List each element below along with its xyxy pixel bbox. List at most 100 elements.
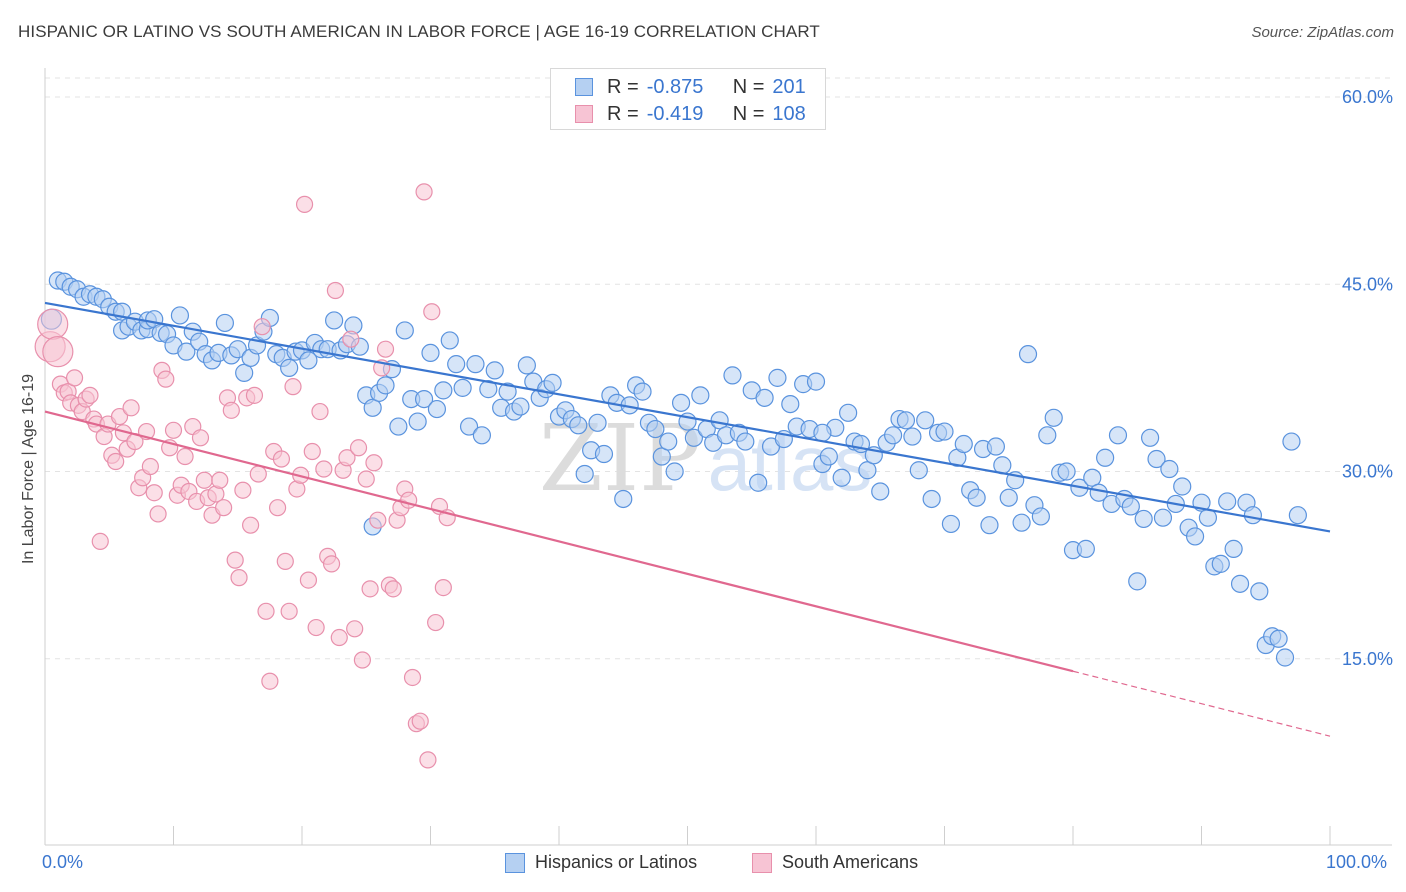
data-point [1160, 459, 1179, 479]
trend-line [44, 301, 1331, 533]
data-point [253, 318, 271, 336]
data-point [1250, 582, 1269, 601]
data-point [781, 394, 800, 414]
data-point [389, 417, 408, 436]
data-point [195, 471, 213, 489]
data-point [633, 382, 652, 401]
data-point [414, 389, 434, 409]
data-point [999, 488, 1018, 507]
data-point [1153, 508, 1173, 527]
data-point [222, 401, 240, 419]
data-point [91, 532, 109, 551]
data-point [511, 397, 530, 416]
data-point [211, 471, 229, 489]
n-value: 108 [772, 102, 806, 125]
data-point [447, 355, 466, 374]
data-point [361, 580, 379, 598]
data-point [415, 183, 433, 201]
data-point [941, 514, 961, 534]
data-point [871, 482, 890, 501]
data-point [434, 381, 453, 400]
data-point [311, 402, 329, 421]
legend-label-hispanics: Hispanics or Latinos [535, 852, 698, 872]
data-point [423, 303, 441, 321]
legend-swatch-hispanics [505, 852, 525, 873]
data-point [806, 372, 826, 391]
source-credit: Source: ZipAtlas.com [1251, 24, 1394, 41]
data-point [1108, 426, 1128, 445]
data-point [1044, 408, 1063, 427]
data-point [569, 416, 588, 435]
data-point [434, 578, 452, 597]
data-point [411, 712, 429, 730]
y-tick-label: 45.0% [1342, 274, 1393, 294]
data-point [235, 363, 254, 382]
data-point [65, 369, 84, 387]
series-south-americans [34, 183, 456, 769]
data-point [1121, 497, 1140, 516]
data-point [346, 620, 364, 638]
data-point [768, 368, 787, 387]
data-point [1031, 507, 1050, 526]
data-point [1128, 572, 1147, 591]
data-point [684, 428, 704, 447]
n-value: 201 [772, 75, 806, 98]
data-point [1147, 449, 1166, 469]
data-point [365, 454, 383, 472]
r-label: R = [607, 102, 639, 125]
data-point [980, 516, 999, 535]
legend-row-south-americans: R = -0.419 N = 108 [575, 101, 806, 127]
data-point [485, 361, 504, 380]
data-point [1185, 527, 1205, 546]
data-point [215, 313, 234, 333]
data-point [299, 571, 318, 589]
n-label: N = [732, 75, 765, 98]
axes [44, 68, 1392, 846]
x-tick-max: 100.0% [1326, 852, 1388, 872]
data-point [284, 378, 302, 396]
data-point [322, 555, 341, 573]
data-point [517, 356, 536, 375]
data-point [226, 551, 244, 569]
data-point [453, 378, 472, 397]
data-point [242, 516, 260, 534]
data-point [646, 419, 665, 439]
data-point [665, 462, 684, 481]
data-point [614, 489, 633, 509]
data-point [176, 447, 194, 466]
data-point [395, 321, 414, 340]
y-tick-label: 60.0% [1342, 87, 1393, 107]
legend-swatch-south-americans [575, 105, 593, 123]
data-point [303, 442, 321, 461]
data-point [1282, 432, 1301, 451]
data-point [353, 651, 371, 669]
data-point [110, 407, 129, 426]
data-point [268, 499, 287, 517]
data-point [652, 447, 671, 466]
data-point [1275, 648, 1295, 667]
n-label: N = [732, 102, 765, 125]
data-point [338, 449, 356, 467]
data-point [280, 602, 298, 620]
data-point [349, 439, 368, 457]
data-point [276, 552, 294, 570]
data-point [1211, 554, 1230, 573]
legend-item-south-americans[interactable]: South Americans [752, 852, 918, 873]
data-point [1140, 428, 1160, 447]
data-point [858, 461, 877, 480]
data-point [1288, 506, 1307, 525]
data-point [755, 388, 774, 407]
series-legend: Hispanics or Latinos South Americans [0, 852, 1406, 878]
data-point [1173, 477, 1192, 496]
data-point [403, 668, 422, 687]
chart-title: HISPANIC OR LATINO VS SOUTH AMERICAN IN … [18, 22, 820, 41]
data-point [325, 311, 344, 330]
data-point [141, 457, 159, 476]
data-point [1243, 506, 1263, 525]
data-point [1269, 629, 1288, 648]
data-point [479, 380, 498, 399]
data-point [427, 613, 445, 632]
legend-item-hispanics[interactable]: Hispanics or Latinos [505, 852, 697, 873]
data-point [376, 376, 395, 395]
y-tick-labels: 15.0% 30.0% 45.0% 60.0% [1342, 87, 1393, 669]
